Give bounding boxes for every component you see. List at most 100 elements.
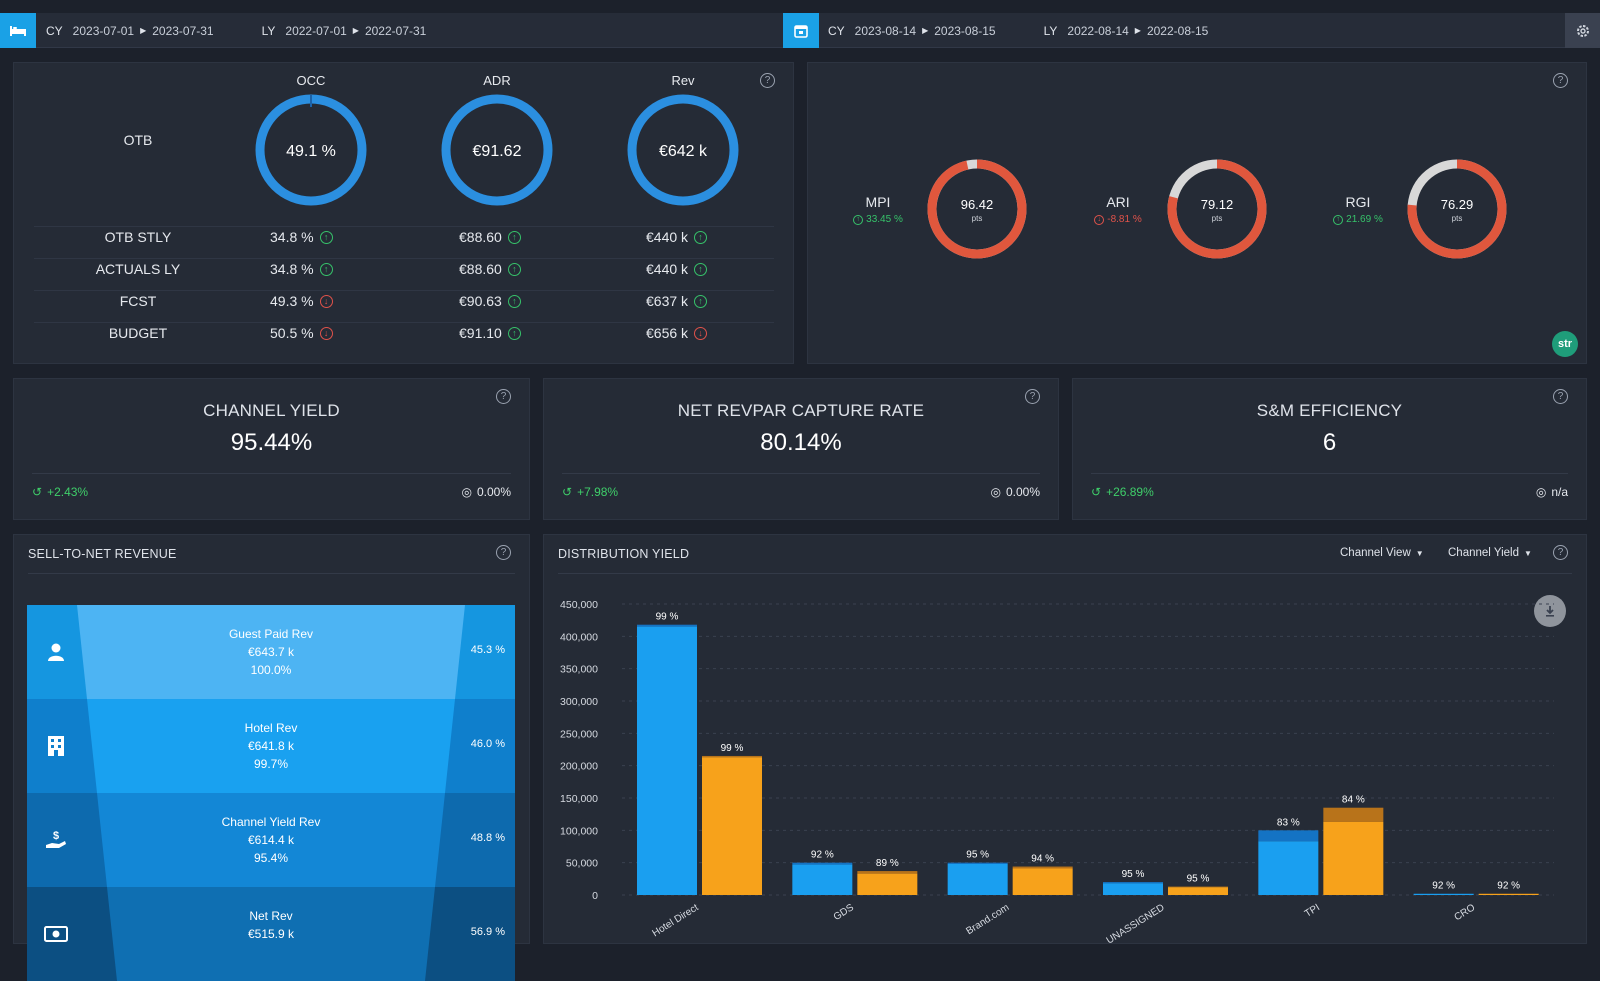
bar-cap[interactable] xyxy=(637,625,697,627)
funnel-name: Guest Paid Rev xyxy=(27,625,515,643)
bar[interactable] xyxy=(948,864,1008,895)
distribution-yield-panel: DISTRIBUTION YIELD Channel View▼ Channel… xyxy=(543,534,1587,944)
bar[interactable] xyxy=(1414,894,1474,895)
bar[interactable] xyxy=(702,757,762,895)
date-range-right[interactable]: CY 2023-08-14 ▶ 2023-08-15 LY 2022-08-14… xyxy=(828,13,1208,48)
y-tick-label: 150,000 xyxy=(560,793,598,805)
card-title: S&M EFFICIENCY xyxy=(1073,401,1586,421)
kpi-row-value: €656 k↓ xyxy=(646,325,707,341)
bar-cap[interactable] xyxy=(792,863,852,865)
bar[interactable] xyxy=(1479,894,1539,895)
kpi-value-text: 34.8 % xyxy=(270,229,314,245)
target-icon: ◎ xyxy=(461,485,471,499)
funnel-side-pct: 46.0 % xyxy=(471,738,505,750)
bar[interactable] xyxy=(1013,868,1073,895)
arrow-up-icon: ↑ xyxy=(508,295,521,308)
index-label: MPI xyxy=(848,194,908,210)
funnel-name: Hotel Rev xyxy=(27,719,515,737)
bar-cap[interactable] xyxy=(1103,882,1163,883)
cy-to-date: 2023-07-31 xyxy=(152,24,213,38)
bar-cap[interactable] xyxy=(1323,808,1383,822)
section-title: SELL-TO-NET REVENUE xyxy=(28,547,177,561)
kpi-value-text: €88.60 xyxy=(459,229,502,245)
bar[interactable] xyxy=(637,627,697,895)
date-range-left[interactable]: CY 2023-07-01 ▶ 2023-07-31 LY 2022-07-01… xyxy=(46,13,426,48)
adr-donut: €91.62 xyxy=(440,93,554,207)
bar[interactable] xyxy=(1323,822,1383,895)
arrow-down-icon: ↓ xyxy=(320,327,333,340)
otb-label: OTB xyxy=(28,132,248,148)
arrow-down-icon: ↓ xyxy=(1094,215,1104,225)
bar-cap[interactable] xyxy=(1258,830,1318,841)
bar[interactable] xyxy=(792,865,852,895)
bar[interactable] xyxy=(1168,887,1228,895)
index-unit: pts xyxy=(1212,214,1223,223)
rev-donut: €642 k xyxy=(626,93,740,207)
bar-data-label: 92 % xyxy=(811,850,834,861)
kpi-row-label: OTB STLY xyxy=(28,229,248,245)
kpi-value-text: 50.5 % xyxy=(270,325,314,341)
x-tick-label: TPI xyxy=(1303,902,1322,920)
card-value: 80.14% xyxy=(544,429,1058,457)
kpi-value-text: 49.3 % xyxy=(270,293,314,309)
kpi-panel: ? OTB OCC ADR Rev 49.1 % €91.62 €642 k O… xyxy=(13,62,794,364)
bar-cap[interactable] xyxy=(857,871,917,874)
bar-data-label: 92 % xyxy=(1432,881,1455,892)
kpi-row-value: €91.10↑ xyxy=(459,325,521,341)
occ-value: 49.1 % xyxy=(286,143,336,160)
bed-icon[interactable] xyxy=(0,13,36,48)
card-target: ◎n/a xyxy=(1536,485,1568,499)
arrow-up-icon: ↑ xyxy=(694,231,707,244)
kpi-row-value: 50.5 % ↓ xyxy=(270,325,333,341)
index-unit: pts xyxy=(1452,214,1463,223)
help-icon[interactable]: ? xyxy=(496,545,511,560)
kpi-row-value: 49.3 %↓ xyxy=(270,293,333,309)
kpi-value-text: €91.10 xyxy=(459,325,502,341)
help-icon[interactable]: ? xyxy=(1553,73,1568,88)
bar-cap[interactable] xyxy=(1168,887,1228,888)
kpi-row-value: €440 k↑ xyxy=(646,261,707,277)
bar-cap[interactable] xyxy=(702,756,762,757)
card-target: ◎0.00% xyxy=(461,485,511,499)
card-value: 6 xyxy=(1073,429,1586,457)
ly-tag: LY xyxy=(262,24,276,38)
arrow-up-icon: ↑ xyxy=(320,231,333,244)
arrow-up-icon: ↑ xyxy=(320,263,333,276)
bar-cap[interactable] xyxy=(1013,867,1073,869)
x-tick-label: GDS xyxy=(832,902,856,923)
y-tick-label: 400,000 xyxy=(560,631,598,643)
funnel-side-pct: 56.9 % xyxy=(471,926,505,938)
bar-cap[interactable] xyxy=(948,863,1008,864)
bar[interactable] xyxy=(857,874,917,895)
ly-to-date: 2022-07-31 xyxy=(365,24,426,38)
bar[interactable] xyxy=(1103,883,1163,895)
ly-tag: LY xyxy=(1044,24,1058,38)
x-tick-label: Brand.com xyxy=(964,902,1011,937)
kpi-value-text: €637 k xyxy=(646,293,688,309)
arrow-up-icon: ↑ xyxy=(694,263,707,276)
str-badge[interactable]: str xyxy=(1552,331,1578,357)
history-icon: ↺ xyxy=(32,485,42,499)
kpi-head-occ: OCC xyxy=(251,73,371,88)
calendar-icon[interactable] xyxy=(783,13,819,48)
funnel-amount: €515.9 k xyxy=(27,925,515,943)
gear-icon[interactable] xyxy=(1565,13,1600,48)
history-icon: ↺ xyxy=(562,485,572,499)
y-tick-label: 50,000 xyxy=(566,858,598,870)
x-tick-label: UNASSIGNED xyxy=(1105,902,1167,944)
bar[interactable] xyxy=(1258,841,1318,895)
y-tick-label: 100,000 xyxy=(560,825,598,837)
kpi-row-value: €90.63↑ xyxy=(459,293,521,309)
bar-data-label: 94 % xyxy=(1031,854,1054,865)
help-icon[interactable]: ? xyxy=(760,73,775,88)
bar-data-label: 83 % xyxy=(1277,817,1300,828)
kpi-row-label: FCST xyxy=(28,293,248,309)
bar-data-label: 95 % xyxy=(1122,869,1145,880)
card-change: ↺+2.43% xyxy=(32,485,88,499)
